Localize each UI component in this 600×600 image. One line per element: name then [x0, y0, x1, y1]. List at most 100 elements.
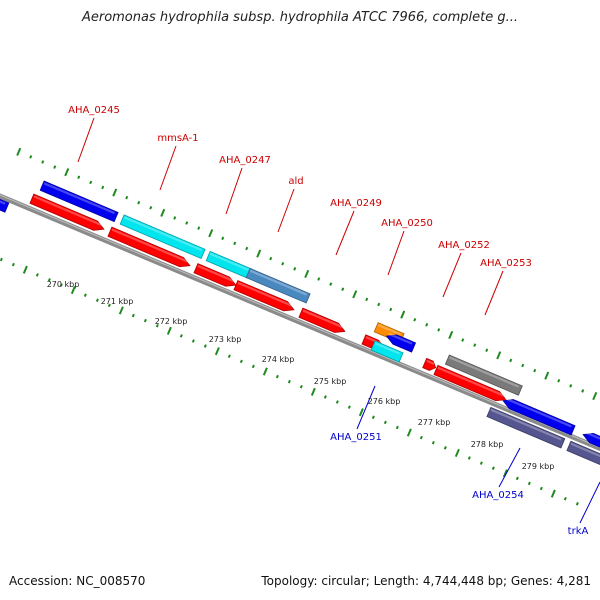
outer-major-tick: [64, 168, 70, 177]
outer-minor-tick: [557, 378, 561, 383]
leader-line: [498, 447, 521, 488]
inner-minor-tick: [575, 502, 579, 506]
kbp-label: 275 kbp: [314, 377, 347, 386]
inner-minor-tick: [395, 425, 399, 430]
inner-minor-tick: [467, 456, 471, 460]
gene-features: [0, 180, 600, 468]
gene-fragment-left: [0, 195, 10, 213]
outer-minor-tick: [53, 165, 57, 169]
inner-minor-tick: [287, 379, 291, 384]
gene-label: AHA_0254: [472, 490, 524, 501]
cds-aha-0252-sheen: [426, 359, 435, 365]
outer-minor-tick: [137, 200, 141, 205]
gene-aha-0253: [444, 354, 523, 396]
gene-mmsa-1-sheen: [123, 216, 202, 252]
gene-aha-0253-sheen: [448, 356, 520, 388]
cds-aha-0249-body: [298, 307, 346, 333]
kbp-label: 271 kbp: [101, 297, 134, 306]
inner-minor-tick: [419, 435, 423, 440]
outer-major-tick: [352, 290, 358, 299]
kbp-labels: 270 kbp 271 kbp 272 kbp 273 kbp 274 kbp 275 k…: [47, 280, 555, 471]
outer-minor-tick: [173, 216, 177, 220]
outer-minor-tick: [77, 175, 81, 180]
inner-minor-tick: [527, 481, 531, 486]
leader-line: [159, 145, 177, 191]
gene-aha-0254-sheen: [504, 397, 572, 428]
cds-aha-0253: [433, 364, 507, 402]
outer-minor-tick: [101, 185, 105, 190]
cds-aha-0247-body: [193, 263, 237, 287]
gene-mmsa-1-body: [119, 214, 206, 260]
outer-minor-tick: [185, 221, 189, 225]
cds-mmsa-1: [107, 226, 191, 268]
gene-aha-0245-sheen: [43, 182, 115, 215]
outer-minor-tick: [281, 261, 285, 266]
inner-minor-tick: [383, 420, 387, 425]
gene-ald-sheen: [249, 269, 307, 296]
outer-minor-tick: [581, 389, 585, 393]
inner-minor-tick: [11, 262, 15, 267]
leader-line: [484, 270, 504, 316]
genome-backbone: [0, 193, 600, 452]
outer-minor-tick: [389, 307, 393, 312]
gene-aha-0250-sheen: [377, 323, 401, 336]
outer-minor-tick: [125, 195, 129, 200]
inner-major-tick: [166, 326, 172, 335]
outer-minor-tick: [329, 282, 333, 286]
leader-line: [277, 188, 295, 233]
leader-line: [579, 481, 600, 524]
inner-minor-tick: [203, 344, 207, 348]
kbp-label: 277 kbp: [418, 418, 451, 427]
inner-minor-tick: [59, 283, 63, 287]
cds-aha-0252-body: [422, 357, 437, 371]
outer-minor-tick: [245, 246, 249, 251]
inner-major-tick: [406, 428, 412, 437]
cds-aha-0245: [29, 193, 105, 231]
gene-aha-0251-sheen: [388, 332, 413, 345]
inner-tick-ring: [0, 257, 579, 506]
outer-minor-tick: [89, 180, 93, 185]
kbp-label: 272 kbp: [155, 317, 188, 326]
inner-major-tick: [22, 265, 28, 274]
gene-label: AHA_0245: [68, 105, 120, 116]
gene-label: AHA_0251: [330, 432, 382, 443]
topology-text: Topology: circular; Length: 4,744,448 bp…: [261, 574, 591, 588]
inner-minor-tick: [35, 273, 39, 277]
kbp-label: 279 kbp: [522, 462, 555, 471]
inner-major-tick: [310, 387, 316, 396]
cds-ald: [233, 280, 295, 312]
cds-aha-0245-sheen: [33, 195, 103, 227]
gene-aha-0254b: [486, 406, 566, 449]
inner-minor-tick: [299, 385, 303, 389]
inner-major-tick: [550, 489, 556, 498]
outer-major-tick: [544, 371, 550, 380]
inner-minor-tick: [443, 446, 447, 450]
outer-major-tick: [208, 229, 214, 238]
outer-major-tick: [448, 330, 454, 340]
inner-minor-tick: [155, 323, 159, 328]
outer-minor-tick: [461, 338, 465, 342]
kbp-label: 278 kbp: [471, 440, 504, 449]
gene-ald-body: [245, 267, 311, 304]
gene-aha-0254b-body: [486, 406, 566, 449]
cds-aha-0253-body: [433, 364, 507, 402]
outer-minor-tick: [293, 267, 297, 271]
outer-minor-tick: [221, 236, 225, 241]
leader-line: [77, 117, 95, 163]
inner-minor-tick: [479, 461, 483, 465]
outer-major-tick: [16, 147, 22, 156]
inner-major-tick: [214, 347, 220, 356]
outer-major-tick: [400, 310, 406, 319]
inner-minor-tick: [563, 496, 567, 501]
outer-minor-tick: [197, 226, 201, 230]
leader-line: [335, 210, 355, 256]
cds-aha-0247: [193, 263, 237, 287]
outer-minor-tick: [317, 277, 321, 281]
outer-tick-ring: [16, 147, 598, 401]
leader-line: [225, 167, 243, 215]
gene-mmsa-1: [119, 214, 206, 260]
gene-trka-b-sheen: [570, 442, 600, 460]
gene-aha-0254: [502, 397, 576, 436]
outer-major-tick: [112, 188, 118, 197]
